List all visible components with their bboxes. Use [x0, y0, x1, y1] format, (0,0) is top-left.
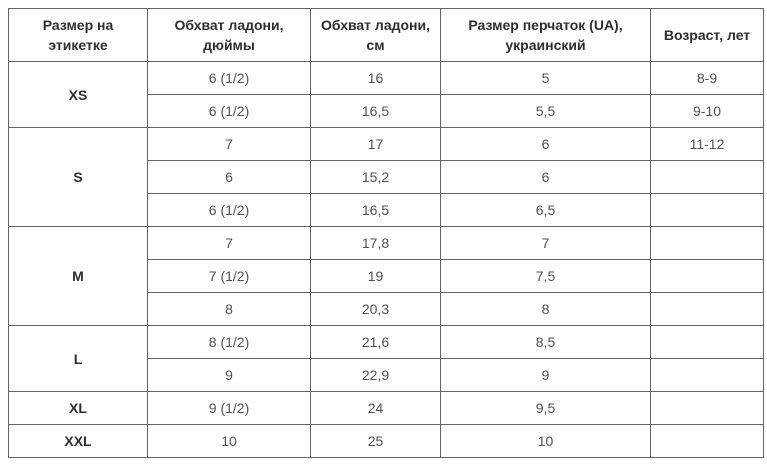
table-cell: 16: [310, 61, 441, 95]
column-header-palm-cm: Обхват ладони, см: [310, 8, 441, 62]
table-row: 6 (1/2) 16,5 5,5 9-10: [9, 94, 764, 128]
table-body: XS 6 (1/2) 16 5 8-9 6 (1/2) 16,5 5,5 9-10 S 7 17 6 11…: [8, 61, 764, 458]
column-header-size-label: Размер на этикетке: [8, 8, 148, 62]
table-cell: [650, 391, 764, 425]
table-cell: 9: [440, 358, 651, 392]
table-cell: 25: [310, 424, 441, 458]
glove-size-table-container: Размер на этикетке Обхват ладони, дюймы …: [8, 8, 764, 458]
table-cell: 8: [440, 292, 651, 326]
table-cell: 7: [147, 127, 311, 161]
table-cell: 6,5: [440, 193, 651, 227]
table-cell: 6 (1/2): [147, 61, 311, 95]
table-cell: 10: [440, 424, 651, 458]
table-cell: 9-10: [650, 94, 764, 128]
table-cell: [650, 325, 764, 359]
table-cell: [650, 358, 764, 392]
table-cell: 6 (1/2): [147, 193, 311, 227]
table-cell: 17: [310, 127, 441, 161]
table-row: S 7 17 6 11-12: [8, 127, 764, 227]
table-cell: 21,6: [310, 325, 441, 359]
table-row: 8 20,3 8: [9, 292, 764, 326]
table-cell: 6: [440, 127, 651, 161]
table-row: 6 15,2 6: [9, 160, 764, 194]
table-cell: [650, 226, 764, 260]
table-cell: [650, 259, 764, 293]
size-label-cell: L: [8, 325, 148, 392]
table-row: XXL 10 25 10: [8, 424, 764, 458]
table-cell: 7: [147, 226, 311, 260]
table-cell: 6: [440, 160, 651, 194]
column-header-age: Возраст, лет: [650, 8, 764, 62]
table-cell: 19: [310, 259, 441, 293]
table-cell: [650, 193, 764, 227]
table-cell: 6: [147, 160, 311, 194]
size-label-cell: XS: [8, 61, 148, 128]
glove-size-table: Размер на этикетке Обхват ладони, дюймы …: [8, 8, 764, 458]
size-label-cell: M: [8, 226, 148, 326]
table-cell: 8,5: [440, 325, 651, 359]
table-row: 7 (1/2) 19 7,5: [9, 259, 764, 293]
table-row: M 7 17,8 7: [8, 226, 764, 326]
size-label-cell: S: [8, 127, 148, 227]
table-cell: 7 (1/2): [147, 259, 311, 293]
table-cell: 7,5: [440, 259, 651, 293]
header-row: Размер на этикетке Обхват ладони, дюймы …: [8, 8, 764, 62]
table-cell: 17,8: [310, 226, 441, 260]
table-cell: 8 (1/2): [147, 325, 311, 359]
size-label-cell: XL: [8, 391, 148, 425]
table-cell: 20,3: [310, 292, 441, 326]
table-cell: [650, 424, 764, 458]
table-cell: 8-9: [650, 61, 764, 95]
table-header: Размер на этикетке Обхват ладони, дюймы …: [8, 8, 764, 62]
table-cell: 5: [440, 61, 651, 95]
table-cell: 24: [310, 391, 441, 425]
table-cell: 9,5: [440, 391, 651, 425]
column-header-palm-inches: Обхват ладони, дюймы: [147, 8, 311, 62]
size-label-cell: XXL: [8, 424, 148, 458]
table-row: XS 6 (1/2) 16 5 8-9: [8, 61, 764, 128]
table-cell: 16,5: [310, 94, 441, 128]
table-cell: 5,5: [440, 94, 651, 128]
table-cell: 10: [147, 424, 311, 458]
table-cell: 16,5: [310, 193, 441, 227]
table-cell: [650, 292, 764, 326]
table-cell: 9 (1/2): [147, 391, 311, 425]
table-cell: 6 (1/2): [147, 94, 311, 128]
table-cell: 22,9: [310, 358, 441, 392]
table-cell: 15,2: [310, 160, 441, 194]
table-row: XL 9 (1/2) 24 9,5: [8, 391, 764, 425]
column-header-glove-size-ua: Размер перчаток (UA), украинский: [440, 8, 651, 62]
table-cell: 11-12: [650, 127, 764, 161]
table-cell: 8: [147, 292, 311, 326]
table-cell: 7: [440, 226, 651, 260]
table-cell: 9: [147, 358, 311, 392]
table-cell: [650, 160, 764, 194]
